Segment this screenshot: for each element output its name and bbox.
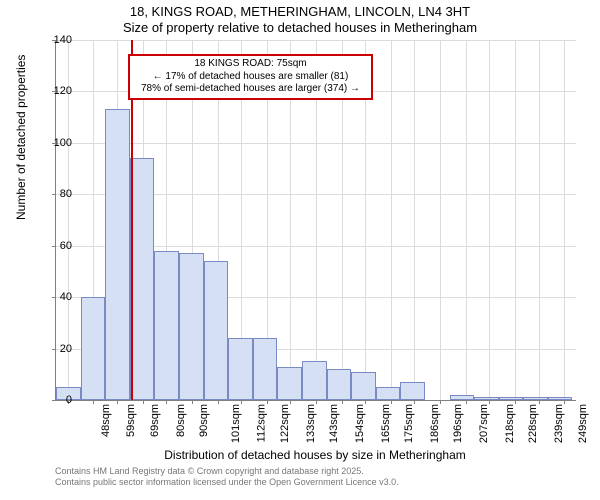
x-tick-label: 48sqm <box>100 404 112 437</box>
x-tick-label: 239sqm <box>553 404 565 443</box>
x-tick-label: 186sqm <box>429 404 441 443</box>
x-tick-label: 80sqm <box>175 404 187 437</box>
x-tick-label: 143sqm <box>328 404 340 443</box>
x-tick-label: 122sqm <box>279 404 291 443</box>
y-axis-label: Number of detached properties <box>14 55 28 220</box>
x-tick-label: 59sqm <box>126 404 138 437</box>
x-tick-labels: 48sqm 59sqm 69sqm 80sqm 90sqm 101sqm 112sqm 122… <box>0 0 600 500</box>
x-tick-label: 207sqm <box>478 404 490 443</box>
x-tick-label: 249sqm <box>577 404 589 443</box>
x-tick-label: 112sqm <box>255 404 267 442</box>
x-tick-label: 196sqm <box>453 404 465 443</box>
x-tick-label: 228sqm <box>527 404 539 443</box>
x-tick-label: 175sqm <box>403 404 415 443</box>
x-tick-label: 69sqm <box>149 404 161 437</box>
x-tick-label: 101sqm <box>230 404 242 443</box>
attribution-footer: Contains HM Land Registry data © Crown c… <box>55 466 399 489</box>
x-tick-label: 218sqm <box>504 404 516 443</box>
x-tick-label: 154sqm <box>354 404 366 443</box>
x-axis-label: Distribution of detached houses by size … <box>55 448 575 462</box>
footer-line1: Contains HM Land Registry data © Crown c… <box>55 466 399 477</box>
footer-line2: Contains public sector information licen… <box>55 477 399 488</box>
x-tick-label: 90sqm <box>198 404 210 437</box>
x-tick-label: 133sqm <box>305 404 317 443</box>
x-tick-label: 165sqm <box>380 404 392 443</box>
